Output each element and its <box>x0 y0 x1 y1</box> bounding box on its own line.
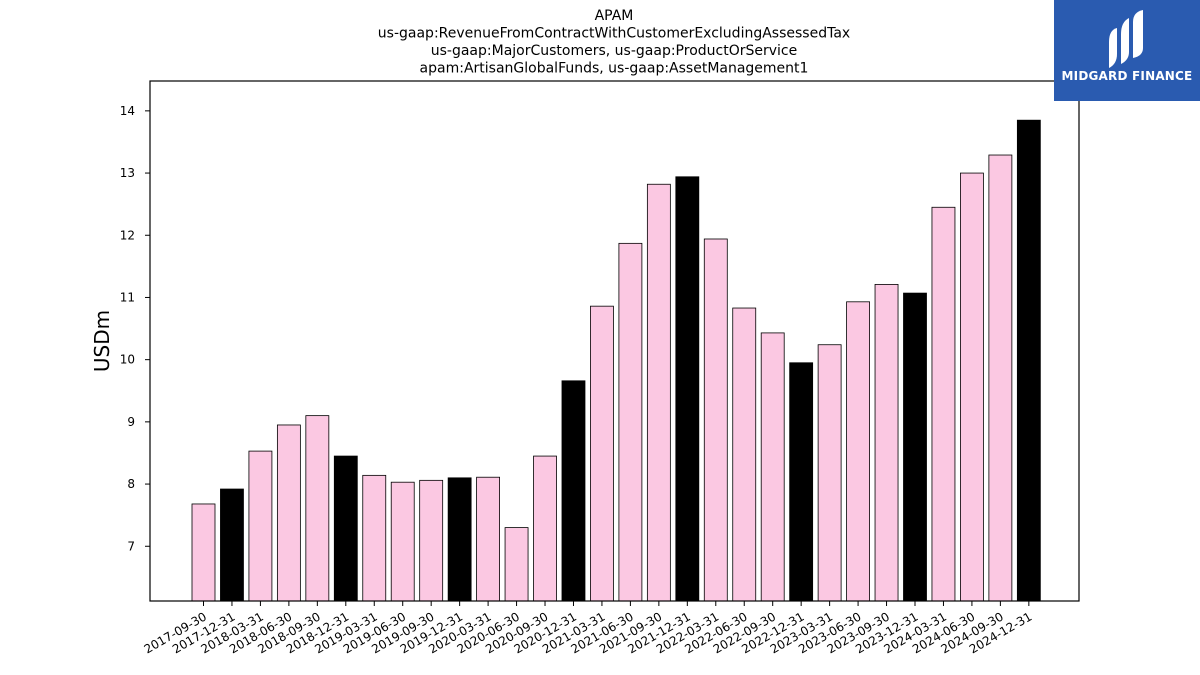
bar-2023-03-31 <box>817 344 842 602</box>
title-line-3: us-gaap:MajorCustomers, us-gaap:ProductO… <box>431 43 797 59</box>
bar-2020-12-31 <box>561 380 586 602</box>
y-tick-label-7: 7 <box>127 539 135 553</box>
plot-frame <box>149 80 1080 602</box>
bar-2021-03-31 <box>590 305 614 602</box>
bar-2018-03-31 <box>248 450 273 602</box>
x-axis: 2017-09-302017-12-312018-03-312018-06-30… <box>142 601 1034 656</box>
y-tick-label-14: 14 <box>120 104 135 118</box>
bar-2017-12-31 <box>220 488 244 602</box>
bar-2023-12-31 <box>903 292 927 602</box>
bar-2018-06-30 <box>276 424 301 602</box>
bar-2022-12-31 <box>789 362 814 602</box>
y-axis: 7 8 9 10 11 12 13 14 <box>120 104 150 553</box>
bar-2019-03-31 <box>362 474 387 602</box>
bar-2018-12-31 <box>333 455 358 602</box>
bar-2024-03-31 <box>931 206 956 602</box>
y-tick-label-9: 9 <box>127 415 135 429</box>
title-line-4: apam:ArtisanGlobalFunds, us-gaap:AssetMa… <box>420 61 809 77</box>
title-line-1: APAM <box>595 8 634 24</box>
bar-2021-12-31 <box>675 176 700 602</box>
bar-2019-09-30 <box>419 479 444 602</box>
bar-2018-09-30 <box>305 415 330 602</box>
bar-2020-09-30 <box>533 455 557 602</box>
bar-2017-09-30 <box>191 503 216 602</box>
bar-2022-06-30 <box>732 307 757 602</box>
logo: MIDGARD FINANCE <box>1054 0 1200 101</box>
bar-2019-12-31 <box>447 477 472 602</box>
midgard-logo-icon <box>1109 10 1143 68</box>
title-line-2: us-gaap:RevenueFromContractWithCustomerE… <box>378 26 850 42</box>
bars <box>191 119 1041 602</box>
y-tick-label-11: 11 <box>120 290 135 304</box>
bar-2020-06-30 <box>504 527 529 602</box>
bar-2024-06-30 <box>960 172 984 602</box>
y-tick-label-13: 13 <box>120 166 135 180</box>
bar-2022-03-31 <box>703 238 728 602</box>
chart-title: APAM us-gaap:RevenueFromContractWithCusto… <box>378 8 850 77</box>
bar-2020-03-31 <box>476 476 501 602</box>
bar-2023-09-30 <box>874 283 899 602</box>
bar-2021-06-30 <box>618 242 643 602</box>
y-tick-label-12: 12 <box>120 228 135 242</box>
y-tick-label-8: 8 <box>127 477 135 491</box>
bar-2021-09-30 <box>646 183 671 602</box>
bar-2019-06-30 <box>390 481 415 602</box>
bar-2022-09-30 <box>760 332 785 602</box>
bar-2024-09-30 <box>988 154 1013 602</box>
logo-text: MIDGARD FINANCE <box>1061 69 1193 83</box>
bar-2024-12-31 <box>1016 119 1041 602</box>
y-tick-label-10: 10 <box>120 353 135 367</box>
y-axis-label: USDm <box>90 310 114 372</box>
bar-2023-06-30 <box>846 301 870 602</box>
